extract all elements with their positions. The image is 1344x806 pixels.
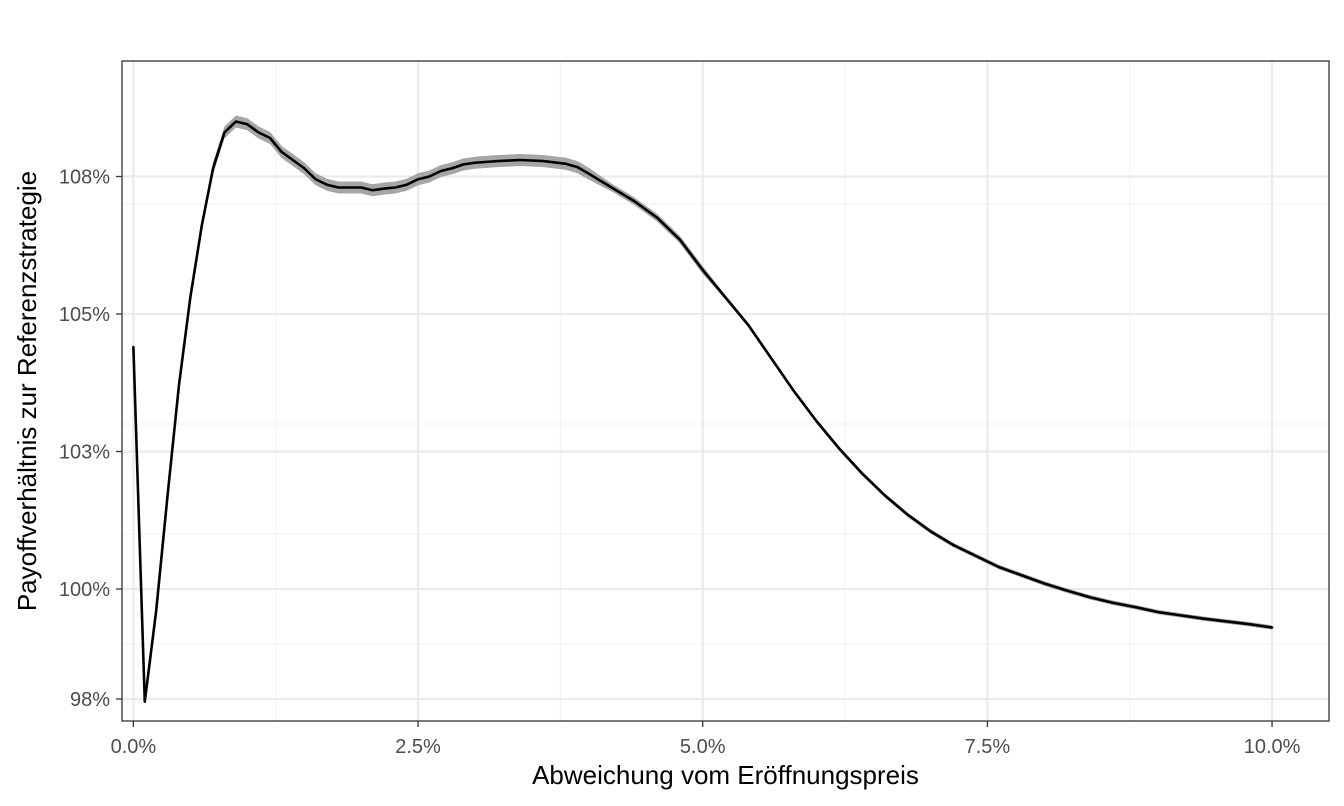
y-tick-label: 98% <box>70 689 110 711</box>
grid-minor-y <box>122 203 1329 645</box>
panel-background <box>122 61 1329 721</box>
y-tick-label: 100% <box>59 579 110 601</box>
grid-major-x <box>132 61 1274 721</box>
y-tick-label: 108% <box>59 167 110 189</box>
y-tick-label: 103% <box>59 442 110 464</box>
x-tick-label: 0.0% <box>111 736 157 758</box>
y-tick-label: 105% <box>59 304 110 326</box>
x-tick-label: 10.0% <box>1244 736 1301 758</box>
x-tick-label: 5.0% <box>680 736 726 758</box>
grid-major-y <box>122 175 1329 701</box>
y-axis-title: Payoffverhältnis zur Referenzstrategie <box>12 171 42 611</box>
x-tick-label: 7.5% <box>965 736 1011 758</box>
grid-minor-x <box>275 61 1131 721</box>
x-axis-title: Abweichung vom Eröffnungspreis <box>532 760 919 790</box>
series-line <box>132 120 1274 704</box>
x-axis: 0.0% 2.5% 5.0% 7.5% 10.0% <box>111 721 1301 758</box>
y-axis: 98% 100% 103% 105% 108% <box>59 167 122 711</box>
panel-border <box>121 60 1330 722</box>
x-tick-label: 2.5% <box>395 736 441 758</box>
